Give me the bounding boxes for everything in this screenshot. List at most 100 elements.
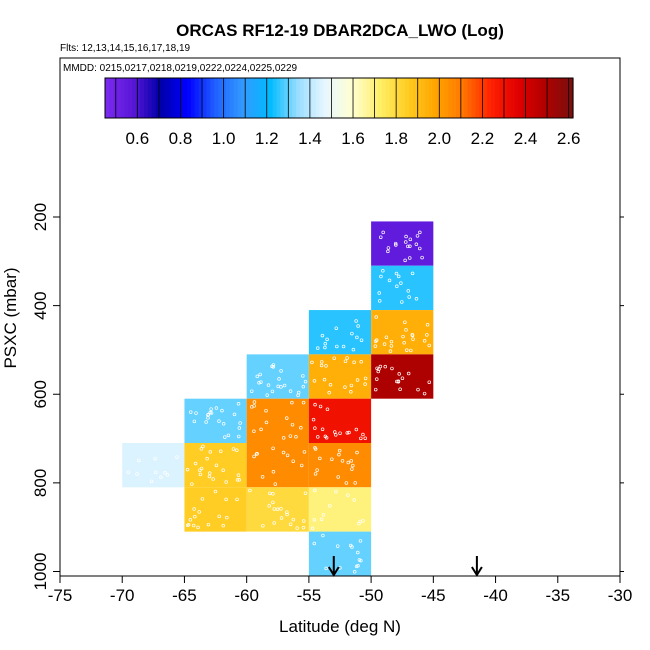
- colorbar-segment: [385, 78, 391, 118]
- colorbar-segment: [288, 78, 293, 118]
- observation-point: [410, 333, 415, 337]
- observation-point: [422, 391, 427, 396]
- colorbar-segment: [342, 78, 348, 118]
- observation-point: [400, 300, 404, 304]
- x-tick-label: -35: [545, 586, 570, 605]
- observation-point: [299, 426, 303, 430]
- colorbar-segment: [116, 78, 122, 118]
- colorbar-segment: [229, 78, 235, 118]
- observation-point: [302, 450, 307, 454]
- colorbar-segment: [401, 78, 406, 118]
- colorbar: 0.6 0.8 1.0 1.2 1.4 1.6 1.8 2.0 2.2 2.4 2.6: [104, 77, 581, 148]
- colorbar-segment: [397, 78, 402, 118]
- colorbar-segment: [456, 78, 461, 118]
- heatmap-cell: [246, 398, 309, 443]
- observation-point: [349, 390, 353, 394]
- colorbar-frame: [104, 77, 574, 119]
- x-tick-label: -40: [483, 586, 508, 605]
- observation-point: [197, 510, 201, 514]
- colorbar-segment: [483, 78, 488, 118]
- observation-point: [252, 454, 256, 459]
- observation-point: [395, 284, 399, 289]
- observation-point: [404, 234, 408, 239]
- observation-point: [271, 446, 275, 451]
- observation-point: [373, 344, 378, 348]
- observation-point: [328, 503, 332, 508]
- observation-point: [265, 393, 269, 397]
- colorbar-segment: [510, 78, 516, 118]
- observation-point: [427, 380, 432, 384]
- observation-point: [400, 376, 405, 380]
- chart-title: ORCAS RF12-19 DBAR2DCA_LWO (Log): [176, 21, 504, 40]
- observation-point: [261, 523, 265, 528]
- x-tick-label: -30: [608, 586, 633, 605]
- colorbar-segment: [120, 78, 126, 118]
- observation-point: [335, 544, 340, 548]
- observation-point: [334, 433, 338, 437]
- observation-point: [383, 364, 387, 369]
- observation-point: [425, 333, 429, 337]
- colorbar-segment: [147, 78, 153, 118]
- colorbar-segment: [268, 78, 274, 118]
- observation-point: [376, 369, 380, 374]
- observation-point: [388, 349, 393, 353]
- heatmap-cell: [308, 310, 372, 355]
- colorbar-segment: [233, 78, 239, 118]
- observation-point: [363, 382, 367, 386]
- observation-point: [313, 447, 318, 451]
- observation-point: [393, 241, 398, 246]
- observation-point: [402, 341, 406, 345]
- observation-point: [191, 523, 196, 528]
- colorbar-segment: [261, 78, 266, 118]
- colorbar-segment: [479, 78, 484, 118]
- observation-point: [200, 497, 205, 501]
- observation-point: [344, 481, 349, 485]
- x-axis-label: Latitude (deg N): [279, 617, 401, 636]
- colorbar-segment: [112, 78, 118, 118]
- observation-point: [409, 348, 413, 353]
- observation-point: [221, 468, 225, 473]
- colorbar-segment: [389, 78, 395, 118]
- observation-point: [206, 416, 210, 420]
- observation-point: [406, 371, 411, 376]
- observation-point: [252, 404, 256, 408]
- observation-point: [137, 458, 141, 463]
- colorbar-segment: [374, 78, 379, 118]
- heatmap-cell: [371, 221, 434, 266]
- observation-point: [275, 507, 280, 512]
- colorbar-segment: [381, 78, 387, 118]
- observation-point: [192, 419, 197, 424]
- observation-point: [374, 315, 378, 319]
- observation-point: [273, 482, 278, 486]
- arrow-head: [471, 566, 483, 577]
- observation-point: [252, 429, 256, 434]
- observation-point: [345, 431, 350, 435]
- colorbar-segment: [198, 78, 204, 118]
- colorbar-segment: [319, 78, 324, 118]
- observation-point: [374, 338, 379, 342]
- colorbar-segment: [218, 78, 223, 118]
- observation-point: [352, 570, 357, 574]
- observation-point: [406, 244, 410, 249]
- observation-point: [288, 434, 293, 438]
- colorbar-segment: [105, 78, 110, 118]
- colorbar-segment: [210, 78, 215, 118]
- heatmap-cell: [371, 310, 434, 355]
- observation-point: [302, 519, 306, 523]
- colorbar-segment: [530, 78, 535, 118]
- colorbar-segment: [428, 78, 434, 118]
- observation-point: [354, 427, 359, 432]
- observation-point: [224, 497, 228, 502]
- colorbar-segment: [518, 78, 523, 118]
- observation-point: [386, 249, 390, 254]
- colorbar-segment: [253, 78, 258, 118]
- observation-point: [236, 402, 241, 406]
- plot-area: [122, 221, 483, 577]
- observation-point: [349, 459, 354, 463]
- observation-point: [337, 452, 341, 457]
- observation-point: [175, 455, 179, 459]
- colorbar-segment: [171, 78, 176, 118]
- observation-point: [199, 466, 204, 471]
- colorbar-segment: [459, 78, 465, 118]
- x-tick-label: -55: [297, 586, 322, 605]
